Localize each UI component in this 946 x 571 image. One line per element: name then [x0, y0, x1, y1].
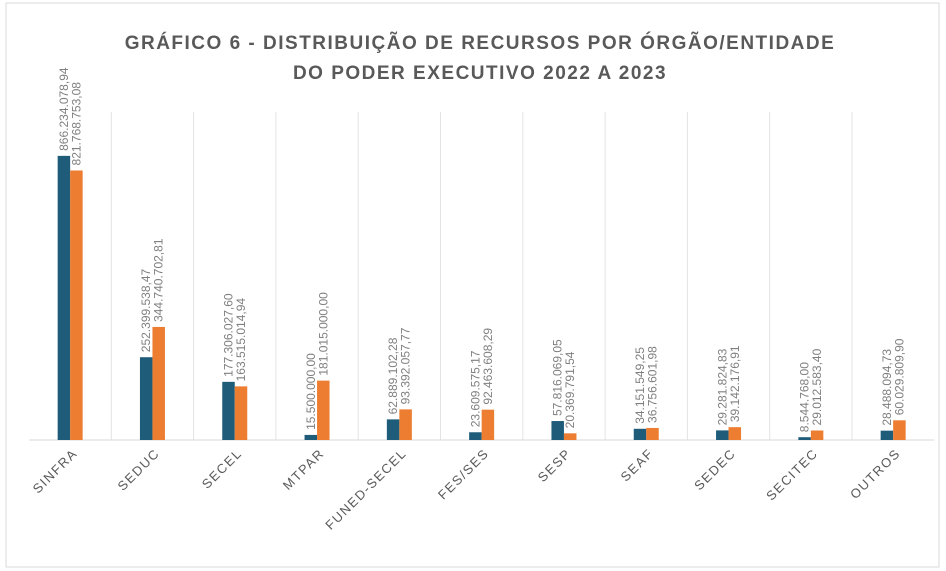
value-label: 23.609.575,17	[468, 350, 482, 427]
bar	[633, 428, 647, 440]
bar	[386, 419, 400, 440]
value-label: 866.234.078,94	[57, 67, 71, 151]
bar	[399, 409, 412, 440]
value-label: 252.399.538,47	[139, 268, 153, 352]
bar	[716, 430, 729, 440]
bar	[152, 326, 165, 440]
value-label: 177.306.027,60	[222, 293, 236, 377]
bar	[728, 427, 742, 440]
value-label: 29.281.824,83	[715, 348, 729, 425]
bar	[880, 430, 894, 440]
chart-title: DO PODER EXECUTIVO 2022 A 2023	[293, 63, 667, 84]
bar	[646, 427, 659, 440]
bar	[893, 420, 906, 440]
value-label: 8.544.768,00	[798, 362, 812, 432]
value-label: 92.463.608,29	[481, 328, 495, 405]
value-label: 28.488.094,73	[880, 349, 894, 426]
value-label: 344.740.702,81	[152, 238, 166, 322]
value-label: 39.142.176,91	[728, 345, 742, 422]
value-label: 34.151.549,25	[633, 347, 647, 424]
value-label: 181.015.000,00	[316, 292, 330, 376]
bar	[57, 155, 71, 440]
value-label: 20.369.791,54	[563, 351, 577, 428]
value-label: 36.756.601,98	[646, 346, 660, 423]
value-label: 15.500.000,00	[304, 353, 318, 430]
bar	[317, 380, 330, 440]
bar	[70, 170, 83, 441]
bar	[234, 386, 248, 440]
bar	[563, 433, 577, 440]
value-label: 62.889.102,28	[386, 337, 400, 414]
value-label: 93.392.057,77	[399, 327, 413, 404]
bar	[798, 437, 811, 440]
bar	[139, 357, 153, 440]
value-label: 163.515.014,94	[234, 298, 248, 382]
bar	[481, 409, 495, 440]
bar	[222, 381, 235, 440]
chart-border	[5, 2, 940, 568]
bar	[810, 430, 824, 440]
value-label: 29.012.583,40	[810, 348, 824, 425]
chart-title: GRÁFICO 6 - DISTRIBUIÇÃO DE RECURSOS POR…	[125, 32, 836, 54]
bar	[551, 421, 564, 440]
bar	[469, 432, 482, 440]
bar	[304, 434, 318, 440]
value-label: 57.816.069,05	[551, 339, 565, 416]
value-label: 60.029.809,90	[892, 338, 906, 415]
value-label: 821.768.753,08	[69, 82, 83, 166]
